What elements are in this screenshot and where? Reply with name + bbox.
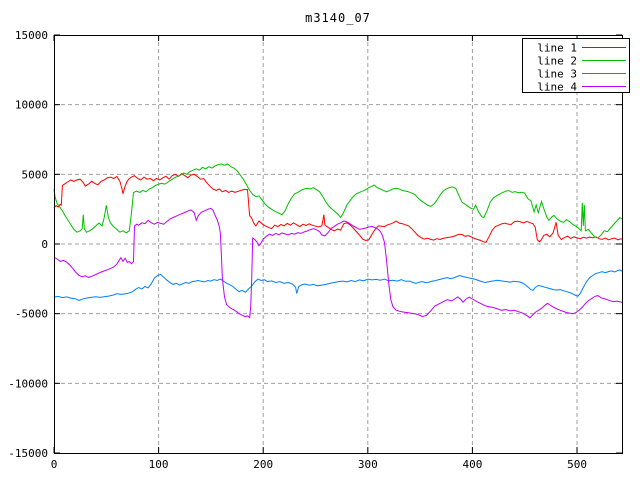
x-tick-label: 0 — [51, 458, 58, 471]
x-tick-label: 500 — [567, 458, 587, 471]
series-line-4 — [53, 207, 623, 319]
x-tick-label: 200 — [253, 458, 273, 471]
series-line-3 — [53, 269, 623, 301]
legend-label: line 3 — [537, 68, 577, 81]
series-line-2 — [53, 163, 623, 239]
legend-label: line 2 — [537, 55, 577, 68]
y-tick-label: -15000 — [8, 447, 48, 460]
y-tick-label: 5000 — [22, 168, 49, 181]
x-tick-label: 300 — [358, 458, 378, 471]
y-tick-label: 10000 — [15, 99, 48, 112]
x-tick-label: 400 — [462, 458, 482, 471]
series-line-1 — [53, 172, 623, 243]
legend-label: line 1 — [537, 42, 577, 55]
y-tick-label: 0 — [41, 238, 48, 251]
y-tick-label: -10000 — [8, 377, 48, 390]
chart-title: m3140_07 — [305, 11, 371, 25]
y-tick-label: 15000 — [15, 29, 48, 42]
legend-label: line 4 — [537, 81, 577, 94]
y-tick-label: -5000 — [15, 308, 48, 321]
x-tick-label: 100 — [149, 458, 169, 471]
